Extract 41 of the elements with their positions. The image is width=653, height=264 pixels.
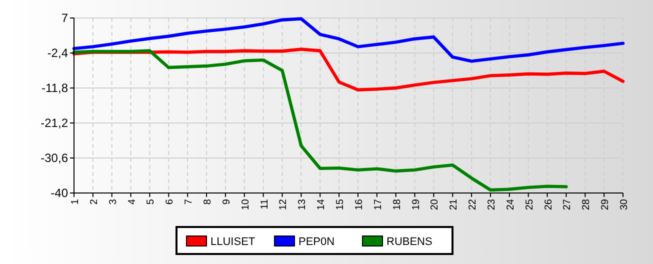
x-tick-label: 19 [410,198,422,210]
y-tick-label: -11,8 [42,81,68,96]
x-tick-label: 10 [240,198,252,210]
x-tick-label: 4 [126,198,138,205]
x-tick-label: 15 [335,198,346,210]
line-series [72,17,625,63]
x-tick-label: 2 [88,198,100,205]
y-tick-label: -2,4 [47,46,68,60]
y-tick-label: -21,2 [40,116,68,130]
legend-label: PEP0N [298,236,335,248]
legend-label: RUBENS [386,236,432,248]
x-tick-label: 21 [448,198,460,210]
x-tick-label: 20 [430,198,441,210]
y-tick-label: -40 [50,186,68,200]
x-tick-label: 1 [70,198,81,205]
x-tick-label: 28 [581,198,592,210]
x-tick-label: 30 [619,198,630,210]
x-tick-label: 27 [562,198,574,210]
x-tick-label: 24 [505,198,516,210]
x-tick-label: 14 [316,198,328,210]
x-tick-label: 16 [354,198,365,210]
y-tick-label: -30,6 [40,151,68,166]
line-series [72,49,568,192]
x-tick-label: 29 [600,198,612,210]
legend-label: LLUISET [210,236,256,248]
x-tick-label: 22 [468,198,479,210]
y-tick-label: 7 [61,11,68,26]
x-tick-label: 3 [108,198,119,205]
x-tick-label: 11 [259,198,270,210]
x-tick-label: 6 [164,198,176,205]
x-tick-label: 7 [184,198,195,205]
x-tick-label: 12 [278,198,290,210]
x-tick-label: 25 [524,198,536,210]
x-tick-label: 5 [146,198,157,205]
x-tick-label: 8 [202,198,214,205]
x-tick-label: 23 [486,198,498,210]
x-tick-label: 9 [221,198,232,205]
x-tick-label: 18 [392,198,403,210]
x-tick-label: 26 [543,198,554,210]
x-tick-label: 13 [297,198,308,210]
x-tick-label: 17 [372,198,384,210]
